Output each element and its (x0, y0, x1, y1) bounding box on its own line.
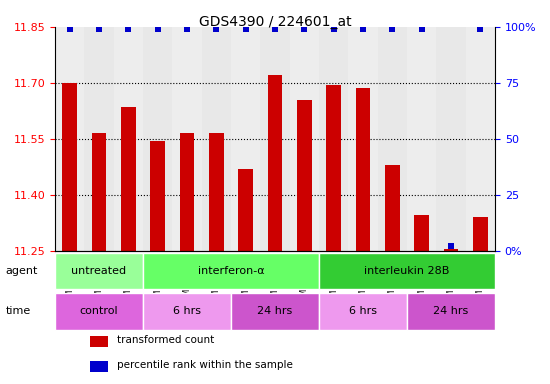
Bar (297, 100, 312, 251)
Text: control: control (80, 306, 118, 316)
Text: GDS4390 / 224601_at: GDS4390 / 224601_at (199, 15, 351, 29)
Bar (385, 165, 400, 251)
Bar (348, 27, 378, 251)
Point (183, 26, 191, 32)
Bar (414, 215, 429, 251)
FancyBboxPatch shape (319, 253, 495, 289)
Bar (121, 107, 136, 251)
Text: time: time (6, 306, 31, 316)
Bar (444, 249, 458, 251)
Point (153, 26, 162, 32)
Bar (209, 133, 224, 251)
Point (417, 26, 426, 32)
FancyBboxPatch shape (231, 293, 319, 329)
Text: untreated: untreated (72, 266, 126, 276)
Point (271, 26, 279, 32)
Bar (90, 336, 108, 347)
Bar (260, 27, 290, 251)
Bar (473, 217, 488, 251)
Bar (290, 27, 319, 251)
Bar (90, 361, 108, 372)
Point (329, 26, 338, 32)
Point (241, 26, 250, 32)
Bar (172, 27, 202, 251)
Bar (114, 27, 143, 251)
Text: transformed count: transformed count (117, 336, 214, 346)
FancyBboxPatch shape (143, 293, 231, 329)
Bar (407, 27, 436, 251)
FancyBboxPatch shape (407, 293, 495, 329)
Bar (84, 27, 114, 251)
Point (65, 26, 74, 32)
Bar (378, 27, 407, 251)
FancyBboxPatch shape (55, 253, 143, 289)
Bar (62, 83, 77, 251)
FancyBboxPatch shape (55, 293, 143, 329)
Text: 24 hrs: 24 hrs (257, 306, 293, 316)
Point (212, 26, 221, 32)
Text: 24 hrs: 24 hrs (433, 306, 469, 316)
Point (124, 26, 133, 32)
Point (359, 26, 367, 32)
Bar (326, 85, 341, 251)
Bar (319, 27, 348, 251)
Bar (436, 27, 466, 251)
Bar (466, 27, 495, 251)
Point (95, 26, 103, 32)
Text: 6 hrs: 6 hrs (173, 306, 201, 316)
Text: percentile rank within the sample: percentile rank within the sample (117, 360, 293, 370)
Bar (55, 27, 84, 251)
Bar (143, 27, 172, 251)
Point (447, 243, 455, 250)
FancyBboxPatch shape (143, 253, 319, 289)
Point (300, 26, 309, 32)
Point (388, 26, 397, 32)
Bar (238, 169, 253, 251)
Text: interferon-α: interferon-α (197, 266, 265, 276)
Text: 6 hrs: 6 hrs (349, 306, 377, 316)
Bar (150, 141, 165, 251)
Bar (180, 133, 194, 251)
Text: agent: agent (6, 266, 38, 276)
Text: interleukin 28B: interleukin 28B (364, 266, 450, 276)
Bar (268, 75, 282, 251)
Point (476, 26, 485, 32)
Bar (356, 88, 370, 251)
Bar (231, 27, 260, 251)
Bar (202, 27, 231, 251)
Bar (92, 133, 106, 251)
FancyBboxPatch shape (319, 293, 407, 329)
